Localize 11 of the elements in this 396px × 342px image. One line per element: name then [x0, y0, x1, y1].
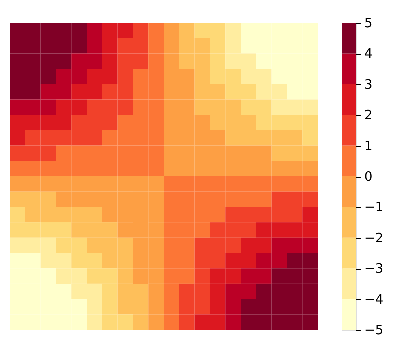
color-bar-label: −4 [364, 292, 384, 308]
color-bar-label: 3 [364, 78, 373, 93]
color-bar-label: −1 [364, 200, 384, 216]
color-bar-label: 0 [364, 170, 373, 185]
color-bar-label: 4 [364, 47, 373, 62]
color-bar-label: −2 [364, 231, 384, 246]
color-bar-label: −5 [364, 324, 384, 338]
color-bar-label: −3 [364, 262, 384, 278]
color-bar-label: 2 [364, 108, 373, 124]
color-bar-label: 1 [364, 139, 373, 154]
color-bar-label: 5 [364, 16, 373, 32]
